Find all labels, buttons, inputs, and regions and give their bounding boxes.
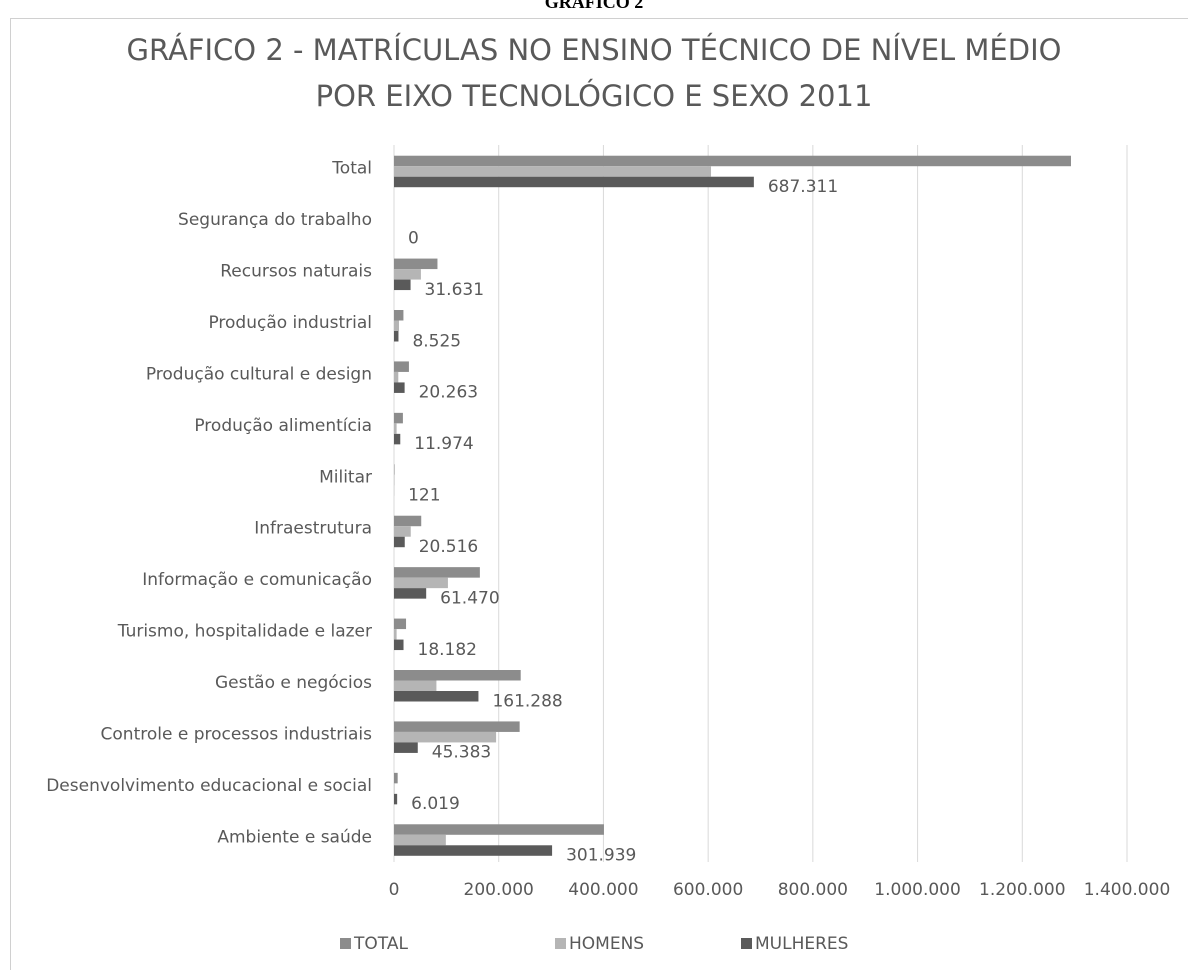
y-tick-label: Ambiente e saúde [217, 827, 372, 847]
legend-swatch [741, 938, 752, 949]
x-tick-label: 1.200.000 [979, 880, 1066, 900]
bar [394, 670, 521, 681]
bar [394, 361, 409, 372]
bar [394, 793, 398, 805]
bar [394, 618, 407, 630]
y-tick-label: Segurança do trabalho [178, 210, 372, 230]
data-label: 20.263 [419, 383, 478, 403]
x-tick-label: 800.000 [778, 880, 848, 900]
bar [394, 783, 395, 794]
data-label: 11.974 [414, 434, 473, 454]
bar [394, 433, 401, 445]
bar [394, 310, 404, 321]
bar [394, 269, 421, 280]
bar [394, 155, 1071, 167]
x-tick-label: 1.000.000 [874, 880, 961, 900]
bar [394, 371, 399, 383]
data-label: 18.182 [418, 640, 477, 660]
bar [394, 639, 404, 651]
y-tick-label: Controle e processos industriais [101, 724, 373, 744]
bar [394, 567, 480, 578]
y-tick-label: Produção cultural e design [146, 364, 372, 384]
bar [394, 772, 398, 784]
chart-title: GRÁFICO 2 - MATRÍCULAS NO ENSINO TÉCNICO… [127, 33, 1062, 67]
bar [394, 515, 422, 527]
x-tick-label: 200.000 [464, 880, 534, 900]
bar [394, 526, 411, 537]
bar [394, 423, 397, 434]
y-tick-label: Desenvolvimento educacional e social [46, 776, 372, 796]
bar [394, 834, 446, 846]
legend-swatch [555, 938, 566, 949]
y-tick-label: Turismo, hospitalidade e lazer [117, 622, 372, 642]
bar [394, 166, 712, 177]
bar [394, 742, 418, 753]
y-tick-label: Informação e comunicação [142, 570, 372, 590]
x-tick-label: 600.000 [673, 880, 743, 900]
bar [394, 382, 405, 393]
page-header: GRÁFICO 2 [545, 0, 644, 12]
y-tick-label: Recursos naturais [220, 262, 372, 282]
data-label: 301.939 [566, 846, 636, 866]
data-label: 61.470 [440, 588, 499, 608]
data-label: 31.631 [425, 280, 484, 300]
data-label: 45.383 [432, 743, 491, 763]
y-tick-label: Gestão e negócios [215, 673, 372, 693]
bar [394, 721, 520, 732]
data-label: 121 [408, 486, 440, 506]
data-label: 6.019 [411, 794, 460, 814]
bar [394, 731, 497, 743]
bar [394, 588, 427, 599]
y-tick-label: Infraestrutura [254, 519, 372, 539]
bar [394, 536, 405, 548]
data-label: 8.525 [412, 331, 461, 351]
bar [394, 320, 399, 331]
x-tick-label: 1.400.000 [1084, 880, 1171, 900]
bar [394, 279, 411, 291]
y-tick-label: Produção industrial [208, 313, 372, 333]
y-tick-label: Produção alimentícia [194, 416, 372, 436]
bar [394, 258, 438, 270]
bar [394, 176, 754, 188]
data-label: 20.516 [419, 537, 478, 557]
bar [394, 464, 395, 475]
bar [394, 845, 553, 856]
data-label: 687.311 [768, 177, 838, 197]
y-tick-label: Total [331, 159, 372, 179]
bar [394, 680, 437, 691]
bar [394, 629, 397, 640]
legend-label: MULHERES [755, 934, 848, 954]
legend-label: HOMENS [569, 934, 644, 954]
data-label: 161.288 [492, 691, 562, 711]
data-label: 0 [408, 228, 419, 248]
bar [394, 331, 399, 342]
bar [394, 691, 479, 702]
legend-swatch [340, 938, 351, 949]
bar [394, 577, 448, 589]
legend-label: TOTAL [353, 934, 408, 954]
bar [394, 824, 604, 835]
x-tick-label: 400.000 [568, 880, 638, 900]
x-tick-label: 0 [389, 880, 400, 900]
y-tick-label: Militar [319, 467, 372, 487]
bar [394, 412, 403, 424]
chart-title: POR EIXO TECNOLÓGICO E SEXO 2011 [316, 79, 873, 113]
